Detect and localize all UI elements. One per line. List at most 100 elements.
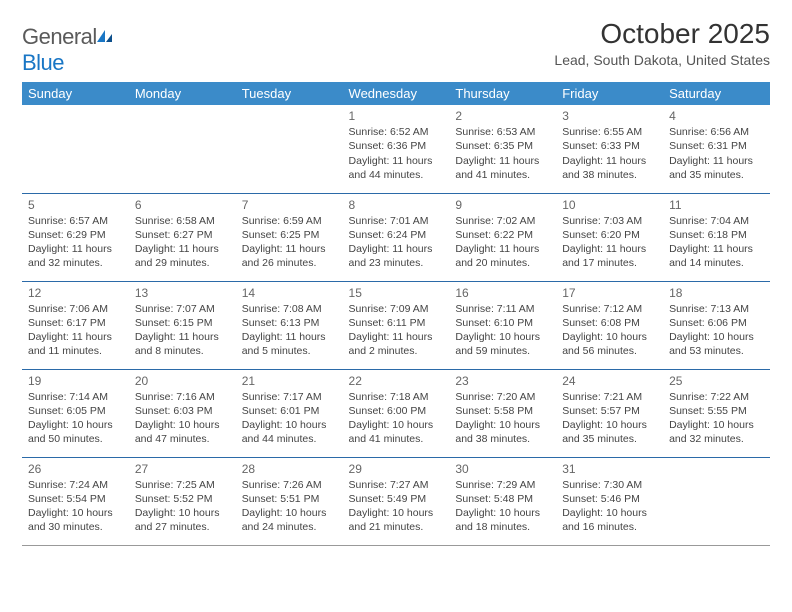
calendar-cell: 29Sunrise: 7:27 AMSunset: 5:49 PMDayligh… [343,457,450,545]
logo-word2: Blue [22,50,64,75]
day-number: 11 [669,197,764,213]
logo: General Blue [22,24,115,76]
weekday-header: Monday [129,82,236,105]
day-number: 12 [28,285,123,301]
daylight-line: Daylight: 11 hours and 14 minutes. [669,242,764,270]
sunset-line: Sunset: 6:35 PM [455,139,550,153]
logo-word1: General [22,24,97,49]
daylight-line: Daylight: 10 hours and 32 minutes. [669,418,764,446]
sunset-line: Sunset: 6:24 PM [349,228,444,242]
day-number: 27 [135,461,230,477]
sunset-line: Sunset: 6:03 PM [135,404,230,418]
calendar-cell: 28Sunrise: 7:26 AMSunset: 5:51 PMDayligh… [236,457,343,545]
sunrise-line: Sunrise: 7:16 AM [135,390,230,404]
sunrise-line: Sunrise: 7:18 AM [349,390,444,404]
day-number: 2 [455,108,550,124]
calendar-cell: 27Sunrise: 7:25 AMSunset: 5:52 PMDayligh… [129,457,236,545]
sunset-line: Sunset: 6:36 PM [349,139,444,153]
sunset-line: Sunset: 6:10 PM [455,316,550,330]
calendar-table: SundayMondayTuesdayWednesdayThursdayFrid… [22,82,770,546]
calendar-cell: 6Sunrise: 6:58 AMSunset: 6:27 PMDaylight… [129,193,236,281]
day-number: 26 [28,461,123,477]
sunrise-line: Sunrise: 6:53 AM [455,125,550,139]
day-number: 30 [455,461,550,477]
day-number: 10 [562,197,657,213]
daylight-line: Daylight: 10 hours and 59 minutes. [455,330,550,358]
weekday-header: Saturday [663,82,770,105]
calendar-cell: 10Sunrise: 7:03 AMSunset: 6:20 PMDayligh… [556,193,663,281]
daylight-line: Daylight: 11 hours and 44 minutes. [349,154,444,182]
daylight-line: Daylight: 11 hours and 35 minutes. [669,154,764,182]
sail-icon [95,28,115,44]
sunset-line: Sunset: 5:46 PM [562,492,657,506]
day-number: 20 [135,373,230,389]
sunrise-line: Sunrise: 6:58 AM [135,214,230,228]
sunrise-line: Sunrise: 7:07 AM [135,302,230,316]
sunset-line: Sunset: 6:00 PM [349,404,444,418]
sunrise-line: Sunrise: 7:06 AM [28,302,123,316]
sunset-line: Sunset: 5:55 PM [669,404,764,418]
sunset-line: Sunset: 6:13 PM [242,316,337,330]
daylight-line: Daylight: 11 hours and 5 minutes. [242,330,337,358]
day-number: 8 [349,197,444,213]
sunrise-line: Sunrise: 7:11 AM [455,302,550,316]
day-number: 13 [135,285,230,301]
sunrise-line: Sunrise: 7:01 AM [349,214,444,228]
day-number: 28 [242,461,337,477]
sunrise-line: Sunrise: 7:14 AM [28,390,123,404]
day-number: 17 [562,285,657,301]
day-number: 18 [669,285,764,301]
day-number: 14 [242,285,337,301]
calendar-row: 26Sunrise: 7:24 AMSunset: 5:54 PMDayligh… [22,457,770,545]
sunset-line: Sunset: 6:27 PM [135,228,230,242]
calendar-cell: 31Sunrise: 7:30 AMSunset: 5:46 PMDayligh… [556,457,663,545]
calendar-cell: 24Sunrise: 7:21 AMSunset: 5:57 PMDayligh… [556,369,663,457]
day-number: 3 [562,108,657,124]
daylight-line: Daylight: 10 hours and 38 minutes. [455,418,550,446]
sunrise-line: Sunrise: 7:22 AM [669,390,764,404]
calendar-cell: 26Sunrise: 7:24 AMSunset: 5:54 PMDayligh… [22,457,129,545]
day-number: 9 [455,197,550,213]
sunset-line: Sunset: 5:52 PM [135,492,230,506]
daylight-line: Daylight: 11 hours and 38 minutes. [562,154,657,182]
daylight-line: Daylight: 10 hours and 50 minutes. [28,418,123,446]
sunrise-line: Sunrise: 6:57 AM [28,214,123,228]
day-number: 19 [28,373,123,389]
sunset-line: Sunset: 6:17 PM [28,316,123,330]
calendar-cell: 7Sunrise: 6:59 AMSunset: 6:25 PMDaylight… [236,193,343,281]
calendar-cell: 9Sunrise: 7:02 AMSunset: 6:22 PMDaylight… [449,193,556,281]
sunrise-line: Sunrise: 7:25 AM [135,478,230,492]
calendar-cell [129,105,236,193]
daylight-line: Daylight: 11 hours and 41 minutes. [455,154,550,182]
sunrise-line: Sunrise: 7:21 AM [562,390,657,404]
day-number: 22 [349,373,444,389]
calendar-cell: 20Sunrise: 7:16 AMSunset: 6:03 PMDayligh… [129,369,236,457]
sunset-line: Sunset: 6:31 PM [669,139,764,153]
day-number: 16 [455,285,550,301]
sunset-line: Sunset: 6:01 PM [242,404,337,418]
day-number: 4 [669,108,764,124]
day-number: 23 [455,373,550,389]
calendar-head: SundayMondayTuesdayWednesdayThursdayFrid… [22,82,770,105]
day-number: 5 [28,197,123,213]
calendar-cell: 5Sunrise: 6:57 AMSunset: 6:29 PMDaylight… [22,193,129,281]
daylight-line: Daylight: 10 hours and 44 minutes. [242,418,337,446]
daylight-line: Daylight: 11 hours and 2 minutes. [349,330,444,358]
sunset-line: Sunset: 6:08 PM [562,316,657,330]
weekday-header: Friday [556,82,663,105]
calendar-cell: 16Sunrise: 7:11 AMSunset: 6:10 PMDayligh… [449,281,556,369]
sunset-line: Sunset: 6:22 PM [455,228,550,242]
calendar-row: 1Sunrise: 6:52 AMSunset: 6:36 PMDaylight… [22,105,770,193]
day-number: 7 [242,197,337,213]
calendar-cell: 25Sunrise: 7:22 AMSunset: 5:55 PMDayligh… [663,369,770,457]
sunset-line: Sunset: 6:06 PM [669,316,764,330]
sunset-line: Sunset: 5:51 PM [242,492,337,506]
sunset-line: Sunset: 6:29 PM [28,228,123,242]
weekday-header: Sunday [22,82,129,105]
sunrise-line: Sunrise: 6:55 AM [562,125,657,139]
sunrise-line: Sunrise: 6:59 AM [242,214,337,228]
day-number: 31 [562,461,657,477]
day-number: 1 [349,108,444,124]
page-subtitle: Lead, South Dakota, United States [554,52,770,68]
sunset-line: Sunset: 6:18 PM [669,228,764,242]
